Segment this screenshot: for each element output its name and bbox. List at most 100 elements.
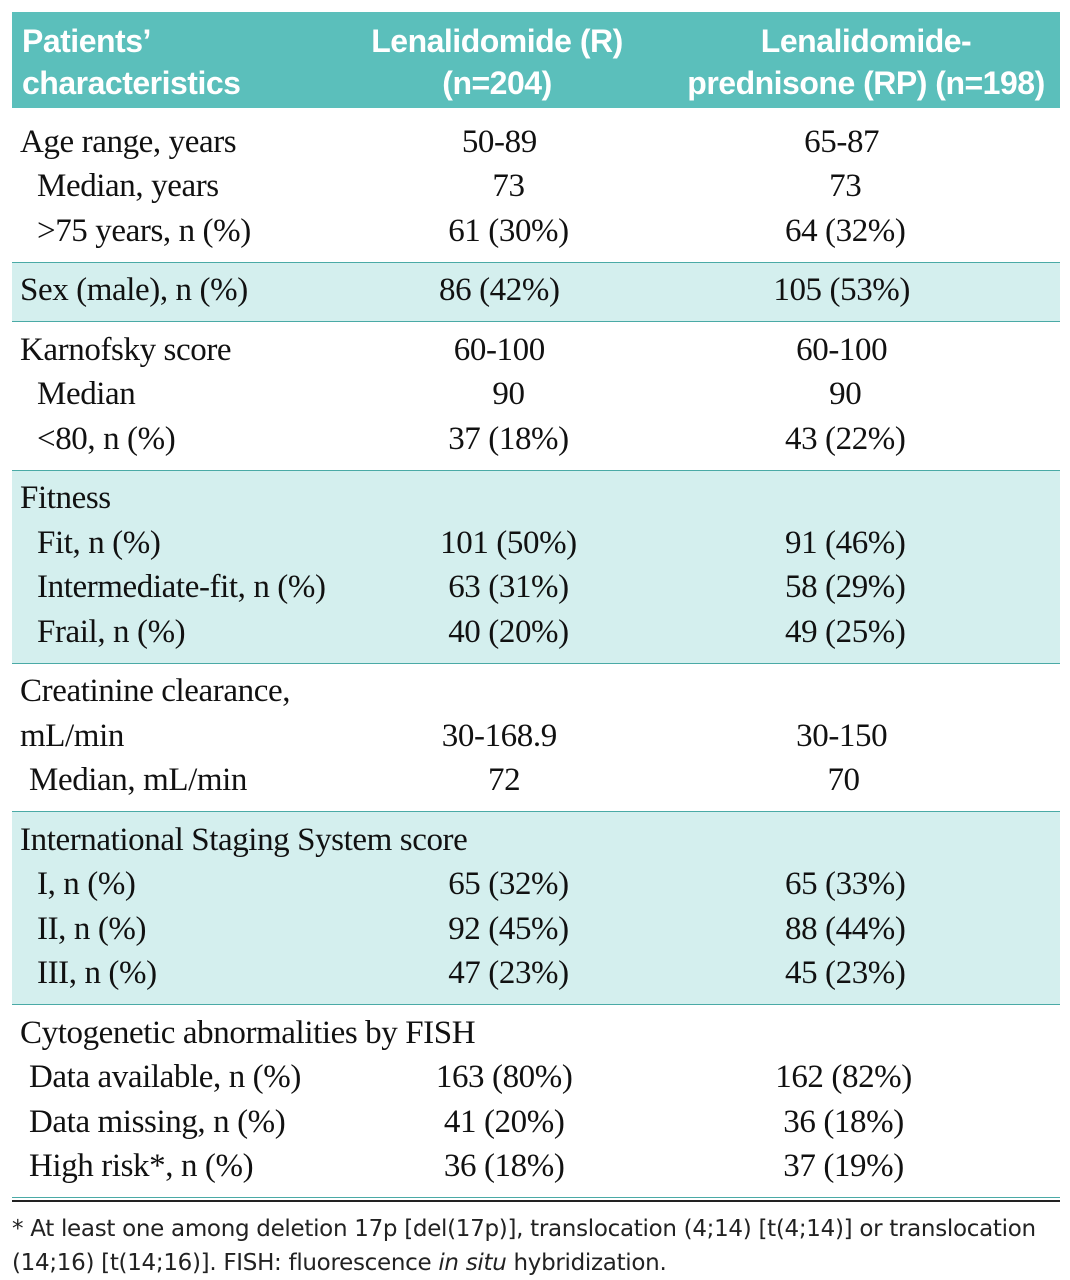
value-lenalidomide: 60-100: [453, 331, 545, 368]
table-body: Age range, years 50-89 65-87 Median, years 7…: [12, 108, 1060, 1198]
row-label: <80, n (%): [37, 420, 176, 457]
value-lenalidomide: 72: [488, 762, 521, 799]
table-row: Cytogenetic abnormalities by FISH: [12, 1011, 1060, 1056]
header-text: characteristics: [22, 65, 241, 101]
value-lenalidomide: 40 (20%): [448, 613, 569, 650]
value-lenalidomide-prednisone: 30-150: [796, 717, 888, 754]
value-lenalidomide-prednisone: 37 (19%): [783, 1148, 904, 1185]
header-text: prednisone (RP) (n=198): [687, 65, 1045, 101]
row-label: >75 years, n (%): [37, 212, 251, 249]
table-footnote: * At least one among deletion 17p [del(1…: [12, 1200, 1060, 1280]
table-row: I, n (%) 65 (32%) 65 (33%): [12, 863, 1060, 908]
table-row: Age range, years 50-89 65-87: [12, 120, 1060, 165]
row-group: Karnofsky score 60-100 60-100 Median 90 90 <80…: [12, 322, 1060, 471]
value-lenalidomide: 47 (23%): [448, 955, 569, 992]
table-row: Intermediate-fit, n (%) 63 (31%) 58 (29%): [12, 566, 1060, 611]
footnote-text: * At least one among deletion 17p [del(1…: [12, 1216, 1036, 1276]
value-lenalidomide-prednisone: 90: [829, 376, 862, 413]
value-lenalidomide: 65 (32%): [448, 866, 569, 903]
value-lenalidomide: 92 (45%): [448, 910, 569, 947]
table-row: Creatinine clearance,: [12, 670, 1060, 715]
value-lenalidomide-prednisone: 91 (46%): [784, 524, 906, 561]
value-lenalidomide: 86 (42%): [439, 272, 560, 309]
value-lenalidomide: 101 (50%): [440, 524, 577, 561]
header-lenalidomide-prednisone: Lenalidomide- prednisone (RP) (n=198): [672, 20, 1060, 104]
value-lenalidomide-prednisone: 64 (32%): [784, 212, 906, 249]
row-label: II, n (%): [37, 910, 147, 947]
value-lenalidomide: 90: [492, 376, 525, 413]
characteristics-table: Patients’ characteristics Lenalidomide (…: [12, 12, 1060, 1198]
value-lenalidomide-prednisone: 88 (44%): [784, 910, 906, 947]
value-lenalidomide-prednisone: 60-100: [796, 331, 888, 368]
value-lenalidomide: 61 (30%): [448, 212, 569, 249]
value-lenalidomide-prednisone: 36 (18%): [783, 1103, 904, 1140]
table-row: <80, n (%) 37 (18%) 43 (22%): [12, 417, 1060, 462]
row-label: Frail, n (%): [37, 613, 186, 650]
value-lenalidomide-prednisone: 70: [827, 762, 860, 799]
row-group: Sex (male), n (%) 86 (42%) 105 (53%): [12, 262, 1060, 322]
table-row: mL/min 30-168.9 30-150: [12, 714, 1060, 759]
row-group: Age range, years 50-89 65-87 Median, years 7…: [12, 108, 1060, 263]
table-row: High risk*, n (%) 36 (18%) 37 (19%): [12, 1145, 1060, 1190]
table-row: Median, years 73 73: [12, 165, 1060, 210]
row-label: Fitness: [20, 480, 111, 517]
row-group: Fitness Fit, n (%) 101 (50%) 91 (46%) Interm…: [12, 470, 1060, 664]
row-group: International Staging System score I, n (…: [12, 812, 1060, 1005]
table-row: International Staging System score: [12, 818, 1060, 863]
table-row: Data missing, n (%) 41 (20%) 36 (18%): [12, 1100, 1060, 1145]
table-row: Frail, n (%) 40 (20%) 49 (25%): [12, 610, 1060, 655]
value-lenalidomide: 36 (18%): [443, 1148, 565, 1185]
header-lenalidomide: Lenalidomide (R) (n=204): [352, 20, 642, 104]
value-lenalidomide-prednisone: 65 (33%): [784, 866, 906, 903]
value-lenalidomide-prednisone: 58 (29%): [784, 569, 906, 606]
row-label: Cytogenetic abnormalities by FISH: [20, 1014, 476, 1051]
table-row: Data available, n (%) 163 (80%) 162 (82%): [12, 1056, 1060, 1101]
row-group: Cytogenetic abnormalities by FISH Data av…: [12, 1005, 1060, 1198]
row-label: III, n (%): [37, 955, 157, 992]
row-label: International Staging System score: [20, 821, 468, 858]
row-label: Data missing, n (%): [29, 1103, 286, 1140]
row-label: Creatinine clearance,: [20, 673, 291, 710]
value-lenalidomide-prednisone: 73: [829, 168, 862, 205]
table-row: Median, mL/min 72 70: [12, 759, 1060, 804]
table-row: >75 years, n (%) 61 (30%) 64 (32%): [12, 209, 1060, 254]
row-label: Median: [37, 376, 136, 413]
row-label: Age range, years: [20, 123, 237, 160]
row-label: Median, years: [37, 168, 219, 205]
value-lenalidomide-prednisone: 43 (22%): [784, 420, 906, 457]
row-label: I, n (%): [37, 866, 136, 903]
row-label: Sex (male), n (%): [20, 272, 248, 309]
row-label: Data available, n (%): [29, 1059, 301, 1096]
row-label: High risk*, n (%): [29, 1148, 254, 1185]
value-lenalidomide: 73: [492, 168, 525, 205]
value-lenalidomide: 63 (31%): [448, 569, 569, 606]
value-lenalidomide: 163 (80%): [435, 1059, 573, 1096]
value-lenalidomide: 30-168.9: [441, 717, 557, 754]
table-row: Fitness: [12, 477, 1060, 522]
row-label: Fit, n (%): [37, 524, 161, 561]
header-characteristics: Patients’ characteristics: [22, 20, 352, 104]
row-label: Median, mL/min: [29, 762, 248, 799]
value-lenalidomide-prednisone: 45 (23%): [784, 955, 906, 992]
row-label: mL/min: [20, 717, 124, 754]
header-text: Lenalidomide-: [760, 23, 972, 59]
table-row: Karnofsky score 60-100 60-100: [12, 328, 1060, 373]
row-label: Karnofsky score: [20, 331, 232, 368]
value-lenalidomide: 41 (20%): [443, 1103, 565, 1140]
table-row: II, n (%) 92 (45%) 88 (44%): [12, 907, 1060, 952]
value-lenalidomide: 37 (18%): [448, 420, 569, 457]
row-group: Creatinine clearance, mL/min 30-168.9 30-15…: [12, 664, 1060, 812]
header-text: (n=204): [442, 65, 552, 101]
value-lenalidomide-prednisone: 49 (25%): [784, 613, 906, 650]
table-row: Fit, n (%) 101 (50%) 91 (46%): [12, 521, 1060, 566]
table-header: Patients’ characteristics Lenalidomide (…: [12, 12, 1060, 108]
table-row: Median 90 90: [12, 373, 1060, 418]
value-lenalidomide: 50-89: [461, 123, 537, 160]
header-text: Patients’: [22, 23, 151, 59]
table-row: III, n (%) 47 (23%) 45 (23%): [12, 952, 1060, 997]
table-row: Sex (male), n (%) 86 (42%) 105 (53%): [12, 269, 1060, 314]
value-lenalidomide-prednisone: 105 (53%): [773, 272, 910, 309]
value-lenalidomide-prednisone: 65-87: [804, 123, 880, 160]
footnote-text-end: hybridization.: [506, 1250, 667, 1276]
value-lenalidomide-prednisone: 162 (82%): [775, 1059, 912, 1096]
